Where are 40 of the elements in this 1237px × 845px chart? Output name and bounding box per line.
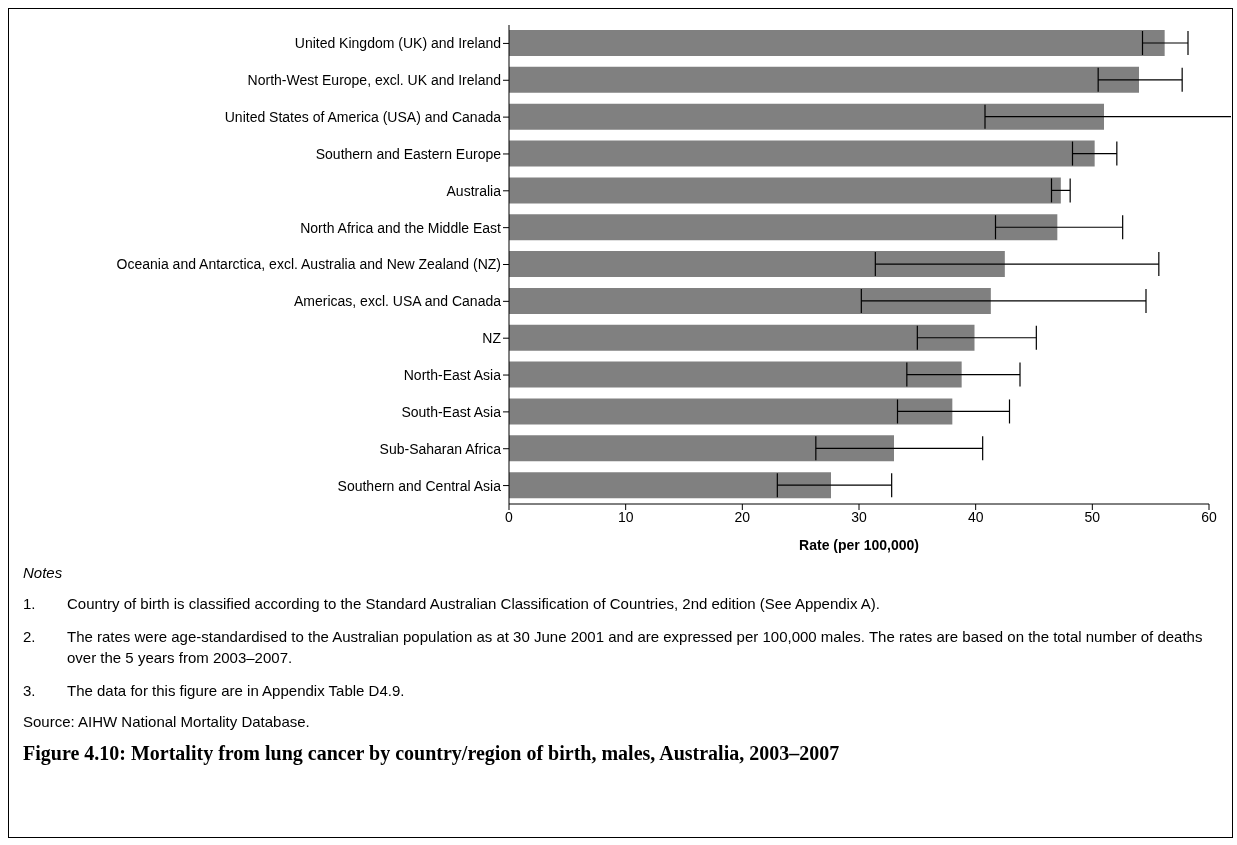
x-tick-label: 40 bbox=[967, 508, 984, 525]
y-tick-label: South-East Asia bbox=[401, 403, 502, 420]
y-tick-label: United States of America (USA) and Canada bbox=[224, 109, 502, 126]
y-tick-label: NZ bbox=[482, 330, 502, 347]
bar bbox=[509, 251, 1005, 278]
bar bbox=[509, 324, 975, 351]
bar bbox=[509, 214, 1058, 241]
y-tick-label: North-East Asia bbox=[403, 367, 502, 384]
text: Notes bbox=[23, 564, 64, 581]
x-tick-label: 30 bbox=[851, 508, 867, 525]
bar bbox=[509, 30, 1165, 56]
bar bbox=[509, 287, 991, 314]
bar bbox=[509, 472, 831, 499]
text: 3. The data for this figure are in Appendix Table D4.9. bbox=[23, 682, 405, 699]
bar bbox=[509, 398, 953, 425]
bar bbox=[509, 66, 1139, 93]
y-tick-label: Oceania and Antarctica, excl. Australia and New Zealand (NZ) bbox=[116, 256, 501, 273]
source-note: Source: AIHW National Mortality Database. bbox=[23, 713, 311, 730]
y-tick-label: Southern and Central Asia bbox=[337, 477, 502, 494]
y-tick-label: United Kingdom (UK) and Ireland bbox=[294, 35, 501, 52]
y-tick-label: Sub-Saharan Africa bbox=[379, 440, 502, 457]
y-tick-label: North Africa and the Middle East bbox=[300, 219, 502, 236]
text: 1. Country of birth is classified according to the Standard Australian Classification of Countries, 2nd edition (See Appendix A). bbox=[23, 595, 880, 612]
y-tick-label: North-West Europe, excl. UK and Ireland bbox=[247, 72, 501, 89]
bar bbox=[509, 435, 894, 462]
text: 2. The rates were age-standardised to the Australian population as at 30 June 2001 and are expressed per 100,000 males. The rates are based on the total number of deaths over the 5 years from 2003–2007. bbox=[23, 628, 1203, 666]
x-tick-label: 0 bbox=[505, 508, 514, 525]
x-tick-label: 20 bbox=[734, 508, 751, 525]
y-tick-label: Southern and Eastern Europe bbox=[315, 145, 502, 162]
bar bbox=[509, 361, 962, 388]
x-axis-title: Rate (per 100,000) bbox=[799, 537, 919, 553]
bar bbox=[509, 140, 1095, 167]
x-tick-label: 10 bbox=[617, 508, 634, 525]
y-tick-label: Australia bbox=[446, 182, 502, 199]
bar bbox=[509, 103, 1104, 130]
x-tick-label: 50 bbox=[1084, 508, 1101, 525]
text: Figure 4.10: Mortality from lung cancer by country/region of birth, males, Australia, 2003–2007 bbox=[23, 742, 841, 765]
bar bbox=[509, 177, 1061, 204]
x-tick-label: 60 bbox=[1201, 508, 1217, 525]
y-tick-label: Americas, excl. USA and Canada bbox=[294, 293, 502, 310]
